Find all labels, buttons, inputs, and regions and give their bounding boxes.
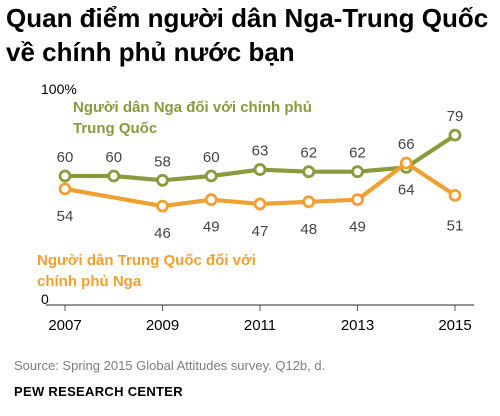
- data-point: [107, 169, 121, 183]
- data-label: 79: [447, 108, 464, 125]
- data-label: 63: [252, 143, 269, 160]
- y-tick-label-bottom: 0: [41, 291, 49, 307]
- x-tick-label: 2011: [244, 317, 276, 334]
- data-point: [448, 128, 462, 142]
- data-label: 47: [252, 223, 269, 240]
- data-point: [204, 169, 218, 183]
- data-label: 60: [57, 149, 74, 166]
- data-label: 62: [349, 145, 366, 162]
- data-label: 51: [447, 217, 464, 234]
- data-label: 66: [398, 136, 415, 153]
- x-tick-label: 2009: [146, 317, 179, 334]
- data-point: [351, 193, 364, 207]
- data-point: [302, 195, 316, 209]
- data-point: [204, 193, 218, 207]
- series-label: chính phủ Nga: [37, 273, 142, 290]
- axes-layer: 100% 0 2007 2009 2011 2013 2015: [41, 81, 474, 334]
- data-point: [156, 199, 169, 213]
- series-label: Người dân Nga đối với chính phủ: [73, 99, 312, 116]
- data-label: 49: [349, 219, 366, 236]
- data-label: 60: [203, 149, 220, 166]
- data-point: [253, 163, 267, 176]
- line-chart: 100% 0 2007 2009 2011 2013 2015 60 60 58 60 63 62 62…: [37, 81, 474, 334]
- series-line-2: [62, 161, 458, 209]
- source-note: Source: Spring 2015 Global Attitudes sur…: [14, 358, 326, 373]
- data-point: [448, 188, 462, 202]
- data-label: 48: [300, 221, 317, 238]
- x-tick-label: 2013: [341, 317, 374, 334]
- labels-layer: 60 60 58 60 63 62 62 64 79 54 46 49 47 48 49 66 51 Người …: [37, 99, 463, 290]
- data-point: [156, 173, 169, 187]
- data-label: 58: [154, 153, 171, 170]
- series-layer: [58, 128, 462, 213]
- series-label: Người dân Trung Quốc đối với: [37, 252, 256, 269]
- chart-title: Quan điểm người dân Nga-Trung Quốc về ch…: [6, 3, 489, 67]
- data-point: [58, 182, 72, 196]
- x-tick-label: 2007: [48, 317, 81, 334]
- data-point: [302, 165, 316, 179]
- series-label: Trung Quốc: [73, 120, 157, 137]
- data-label: 49: [203, 219, 220, 236]
- data-label: 62: [300, 145, 317, 162]
- data-point: [58, 169, 72, 183]
- organization-name: PEW RESEARCH CENTER: [14, 384, 183, 399]
- data-label: 46: [154, 225, 171, 242]
- data-label: 54: [57, 208, 74, 225]
- data-point: [351, 165, 364, 179]
- y-tick-label-top: 100%: [41, 81, 77, 97]
- x-tick-label: 2015: [438, 317, 471, 334]
- data-point: [253, 197, 267, 211]
- data-label: 64: [398, 181, 415, 198]
- data-label: 60: [105, 149, 122, 166]
- data-point: [399, 156, 413, 170]
